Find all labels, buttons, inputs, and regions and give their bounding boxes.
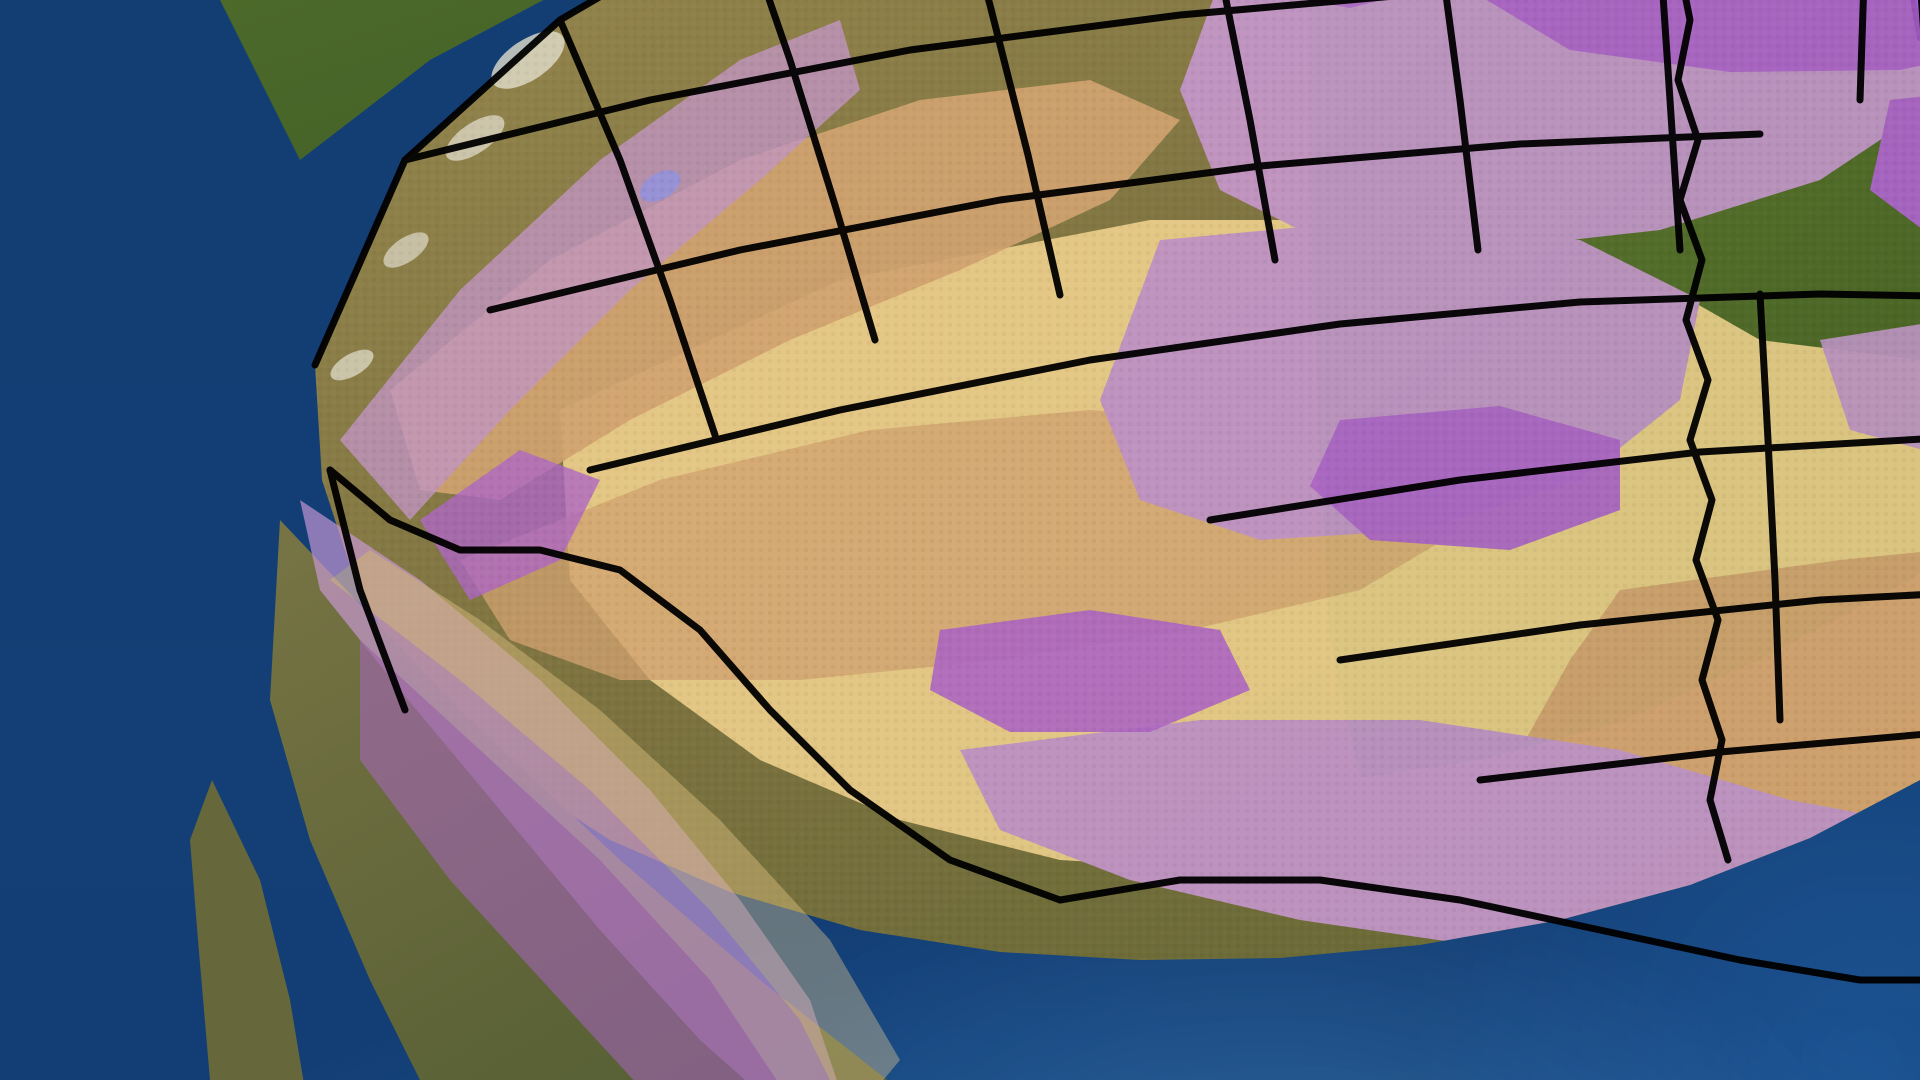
globe-sphere[interactable] bbox=[0, 0, 1920, 1080]
atmosphere-haze bbox=[0, 0, 1920, 1080]
globe-viewport[interactable] bbox=[0, 0, 1920, 1080]
globe-viewer-window bbox=[0, 0, 1920, 1080]
globe[interactable] bbox=[0, 0, 1920, 1080]
